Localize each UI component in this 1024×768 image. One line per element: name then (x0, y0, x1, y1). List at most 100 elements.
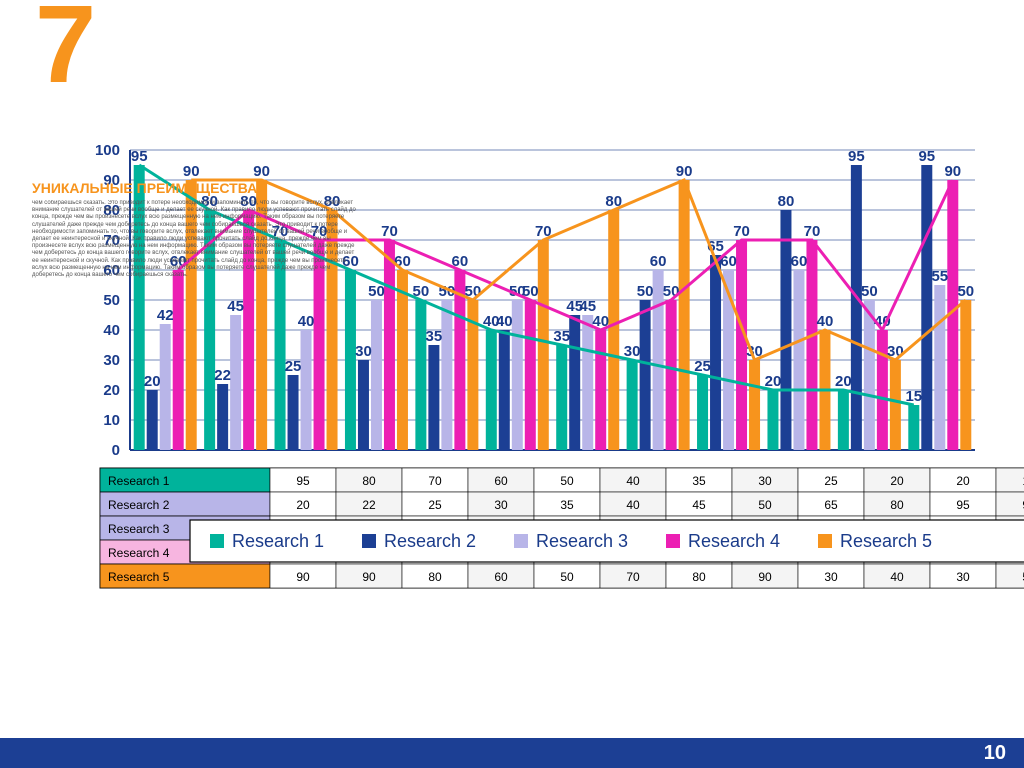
bar (640, 300, 651, 450)
table-cell-value: 80 (692, 570, 706, 584)
table-cell-value: 90 (296, 570, 310, 584)
bar (749, 360, 760, 450)
bar (767, 390, 778, 450)
legend-label: Research 3 (536, 531, 628, 551)
table-cell-value: 30 (494, 498, 508, 512)
value-label: 50 (663, 283, 680, 300)
value-label: 70 (381, 223, 398, 240)
value-label: 90 (253, 163, 270, 180)
bar (627, 360, 638, 450)
bar (397, 270, 408, 450)
legend-swatch (818, 534, 832, 548)
value-label: 20 (835, 373, 852, 390)
bar (793, 270, 804, 450)
legend-swatch (362, 534, 376, 548)
bar (441, 300, 452, 450)
table-cell-value: 30 (824, 570, 838, 584)
bar (666, 300, 677, 450)
bar (384, 240, 395, 450)
table-row-label: Research 5 (108, 570, 170, 584)
bar (173, 270, 184, 450)
table-cell-value: 90 (362, 570, 376, 584)
bar (428, 345, 439, 450)
value-label: 35 (426, 328, 443, 345)
table-cell-value: 95 (296, 474, 310, 488)
legend-label: Research 5 (840, 531, 932, 551)
table-cell-value: 80 (362, 474, 376, 488)
table-row-label: Research 4 (108, 546, 170, 560)
bar (499, 330, 510, 450)
table-cell-value: 90 (758, 570, 772, 584)
table-cell-value: 20 (956, 474, 970, 488)
svg-text:100: 100 (95, 142, 120, 159)
table-cell-value: 70 (428, 474, 442, 488)
value-label: 40 (496, 313, 513, 330)
page-number: 10 (984, 742, 1006, 765)
value-label: 55 (931, 268, 948, 285)
bar (301, 330, 312, 450)
table-cell-value: 30 (956, 570, 970, 584)
bar (538, 240, 549, 450)
table-row-label: Research 2 (108, 498, 170, 512)
table-row-label: Research 3 (108, 522, 170, 536)
value-label: 42 (157, 307, 174, 324)
table-cell-value: 25 (428, 498, 442, 512)
table-cell-value: 30 (758, 474, 772, 488)
bar (960, 300, 971, 450)
bar (780, 210, 791, 450)
value-label: 80 (778, 193, 795, 210)
value-label: 30 (355, 343, 372, 360)
footer-bar (0, 738, 1024, 768)
value-label: 70 (804, 223, 821, 240)
bar (556, 345, 567, 450)
table-cell-value: 20 (890, 474, 904, 488)
svg-text:20: 20 (103, 382, 120, 399)
bar (525, 300, 536, 450)
value-label: 60 (791, 253, 808, 270)
legend-label: Research 1 (232, 531, 324, 551)
filler-text: чем собираешься сказать. Это приводит к … (32, 200, 362, 279)
value-label: 90 (183, 163, 200, 180)
bar (710, 255, 721, 450)
bar (486, 330, 497, 450)
bar (345, 270, 356, 450)
table-cell-value: 50 (560, 570, 574, 584)
value-label: 22 (214, 367, 231, 384)
bar (569, 315, 580, 450)
value-label: 50 (957, 283, 974, 300)
table-cell-value: 65 (824, 498, 838, 512)
legend-swatch (514, 534, 528, 548)
value-label: 70 (733, 223, 750, 240)
bar (890, 360, 901, 450)
table-cell-value: 50 (560, 474, 574, 488)
svg-text:40: 40 (103, 322, 120, 339)
value-label: 60 (394, 253, 411, 270)
table-cell-value: 45 (692, 498, 706, 512)
table-cell-value: 95 (956, 498, 970, 512)
table-cell-value: 80 (890, 498, 904, 512)
bar (288, 375, 299, 450)
table-cell-value: 50 (758, 498, 772, 512)
table-cell-value: 35 (560, 498, 574, 512)
bar (415, 300, 426, 450)
bar (595, 330, 606, 450)
table-cell-value: 60 (494, 570, 508, 584)
table-cell-value: 40 (626, 498, 640, 512)
combo-chart: 0102030405060708090100958070605040353025… (0, 0, 1024, 768)
bar (371, 300, 382, 450)
bar (806, 240, 817, 450)
bar (358, 360, 369, 450)
table-cell (996, 492, 1024, 516)
value-label: 95 (918, 148, 935, 165)
legend-label: Research 2 (384, 531, 476, 551)
svg-text:10: 10 (103, 412, 120, 429)
svg-text:50: 50 (103, 292, 120, 309)
value-label: 95 (131, 148, 148, 165)
bar (160, 324, 171, 450)
table-cell-value: 70 (626, 570, 640, 584)
table-row-label: Research 1 (108, 474, 170, 488)
bar (512, 300, 523, 450)
bar (230, 315, 241, 450)
bar (934, 285, 945, 450)
bar (679, 180, 690, 450)
